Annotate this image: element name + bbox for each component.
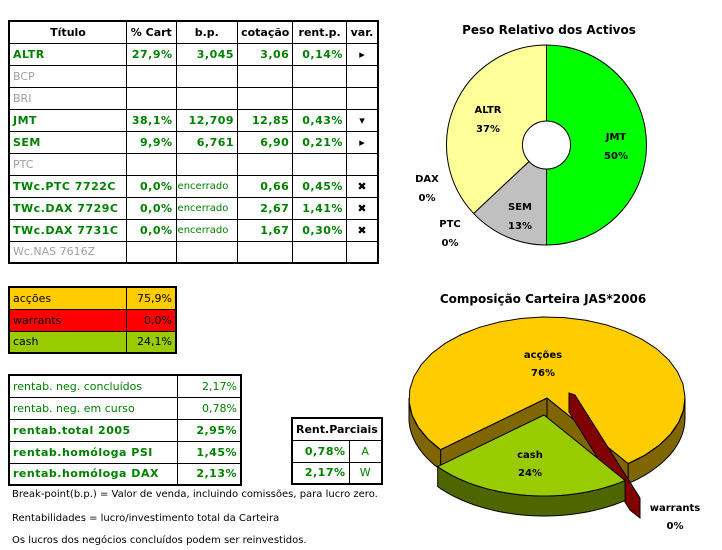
return-row: rentab.homóloga PSI 1,45% <box>8 440 242 464</box>
partial-value: 2,17% <box>291 461 350 485</box>
cell-cart: 27,9% <box>126 42 177 66</box>
return-value: 2,17% <box>176 374 242 398</box>
pie1-slice-sem <box>472 143 547 246</box>
cell-cotacao: 3,06 <box>237 42 294 66</box>
partial-tag: W <box>348 461 383 485</box>
column-header: % Cart <box>126 20 177 44</box>
partial-value: 0,78% <box>291 439 350 463</box>
cell-titulo: Wc.NAS 7616Z <box>8 240 128 264</box>
pie1-slice-jmt <box>546 44 647 246</box>
pie2-label: acções <box>524 350 562 361</box>
allocation-row: warrants 0,0% <box>8 308 177 332</box>
holding-row: Wc.NAS 7616Z <box>8 240 379 264</box>
note-profits: Os lucros dos negócios concluídos podem … <box>12 535 307 546</box>
cell-rent: 0,14% <box>292 42 347 66</box>
return-value: 2,95% <box>176 418 242 442</box>
return-value: 2,13% <box>176 462 242 486</box>
allocation-table: acções 75,9% warrants 0,0% cash 24,1% <box>8 286 177 354</box>
pie1-hole <box>522 120 571 170</box>
cell-rent <box>292 240 347 264</box>
pie1-value-label: 37% <box>476 124 500 135</box>
return-label: rentab.homóloga PSI <box>8 440 178 464</box>
column-header: rent.p. <box>292 20 347 44</box>
return-label: rentab. neg. concluídos <box>8 374 178 398</box>
pie1-title: Peso Relativo dos Activos <box>462 23 636 37</box>
variation-indicator <box>345 240 379 264</box>
pie2-value-label: 0% <box>667 521 684 532</box>
cell-bp: 6,761 <box>175 130 239 154</box>
cell-cotacao: 6,90 <box>237 130 294 154</box>
partial-row: 2,17% W <box>291 461 383 485</box>
cell-rent: 1,41% <box>292 196 347 220</box>
cell-titulo: BCP <box>8 64 128 88</box>
pie2-slice-acoes <box>408 316 686 465</box>
cell-rent: 0,43% <box>292 108 347 132</box>
pie2-value-label: 76% <box>531 368 555 379</box>
partial-tag: A <box>348 439 383 463</box>
return-value: 1,45% <box>176 440 242 464</box>
return-label: rentab. neg. em curso <box>8 396 178 420</box>
cell-cotacao: 12,85 <box>237 108 294 132</box>
pie1-label: SEM <box>508 202 532 213</box>
allocation-row: cash 24,1% <box>8 330 177 354</box>
holding-row: TWc.DAX 7729C 0,0% encerrado 2,67 1,41% ✖ <box>8 196 379 220</box>
holding-row: ALTR 27,9% 3,045 3,06 0,14% ▸ <box>8 42 379 66</box>
allocation-label: cash <box>8 330 127 354</box>
allocation-row: acções 75,9% <box>8 286 177 310</box>
return-row: rentab. neg. concluídos 2,17% <box>8 374 242 398</box>
pie1-slice-altr <box>446 44 547 215</box>
pie1-label: JMT <box>605 132 627 143</box>
pie1-label: DAX <box>415 174 439 185</box>
pie1-value-label: 50% <box>604 151 628 162</box>
holding-row: PTC <box>8 152 379 176</box>
pie2-label: cash <box>517 450 543 461</box>
column-header: var. <box>345 20 379 44</box>
pie1: JMT 50% SEM 13% PTC 0% DAX 0% ALTR 37% <box>415 44 647 249</box>
pie2-label: warrants <box>650 503 700 514</box>
pie1-label: PTC <box>439 219 461 230</box>
holding-row: BCP <box>8 64 379 88</box>
cell-titulo: SEM <box>8 130 128 154</box>
returns-table: rentab. neg. concluídos 2,17% rentab. neg.… <box>8 374 242 486</box>
cell-cart: 0,0% <box>126 196 177 220</box>
pie1-value-label: 0% <box>442 238 459 249</box>
cell-rent: 0,21% <box>292 130 347 154</box>
pie1-value-label: 13% <box>508 221 532 232</box>
cell-rent: 0,30% <box>292 218 347 242</box>
allocation-label: acções <box>8 286 127 310</box>
holding-row: SEM 9,9% 6,761 6,90 0,21% ▸ <box>8 130 379 154</box>
partial-row: 0,78% A <box>291 439 383 463</box>
return-row: rentab.homóloga DAX 2,13% <box>8 462 242 486</box>
note-returns: Rentabilidades = lucro/investimento tota… <box>12 513 280 524</box>
cell-titulo: TWc.DAX 7729C <box>8 196 128 220</box>
cell-cart: 9,9% <box>126 130 177 154</box>
pie2-value-label: 24% <box>518 468 542 479</box>
return-row: rentab.total 2005 2,95% <box>8 418 242 442</box>
pie2-slice-cash <box>436 414 626 497</box>
note-break-point: Break-point(b.p.) = Valor de venda, incl… <box>12 489 378 500</box>
allocation-value: 24,1% <box>125 330 177 354</box>
return-value: 0,78% <box>176 396 242 420</box>
pie1-value-label: 0% <box>419 193 436 204</box>
allocation-value: 0,0% <box>125 308 177 332</box>
return-row: rentab. neg. em curso 0,78% <box>8 396 242 420</box>
cell-cotacao <box>237 240 294 264</box>
pie1-label: ALTR <box>475 105 502 116</box>
holdings-table: Título% Cart b.p. cotação rent.p. var. ALTR 2… <box>8 20 379 264</box>
pie2: acções 76% warrants 0% cash 24% <box>408 316 700 532</box>
cell-bp: 12,709 <box>175 108 239 132</box>
partial-returns-header: Rent.Parciais <box>291 417 383 441</box>
partial-returns-table: Rent.Parciais 0,78% A 2,17% W <box>291 417 383 485</box>
pie2-title: Composição Carteira JAS*2006 <box>440 292 646 306</box>
